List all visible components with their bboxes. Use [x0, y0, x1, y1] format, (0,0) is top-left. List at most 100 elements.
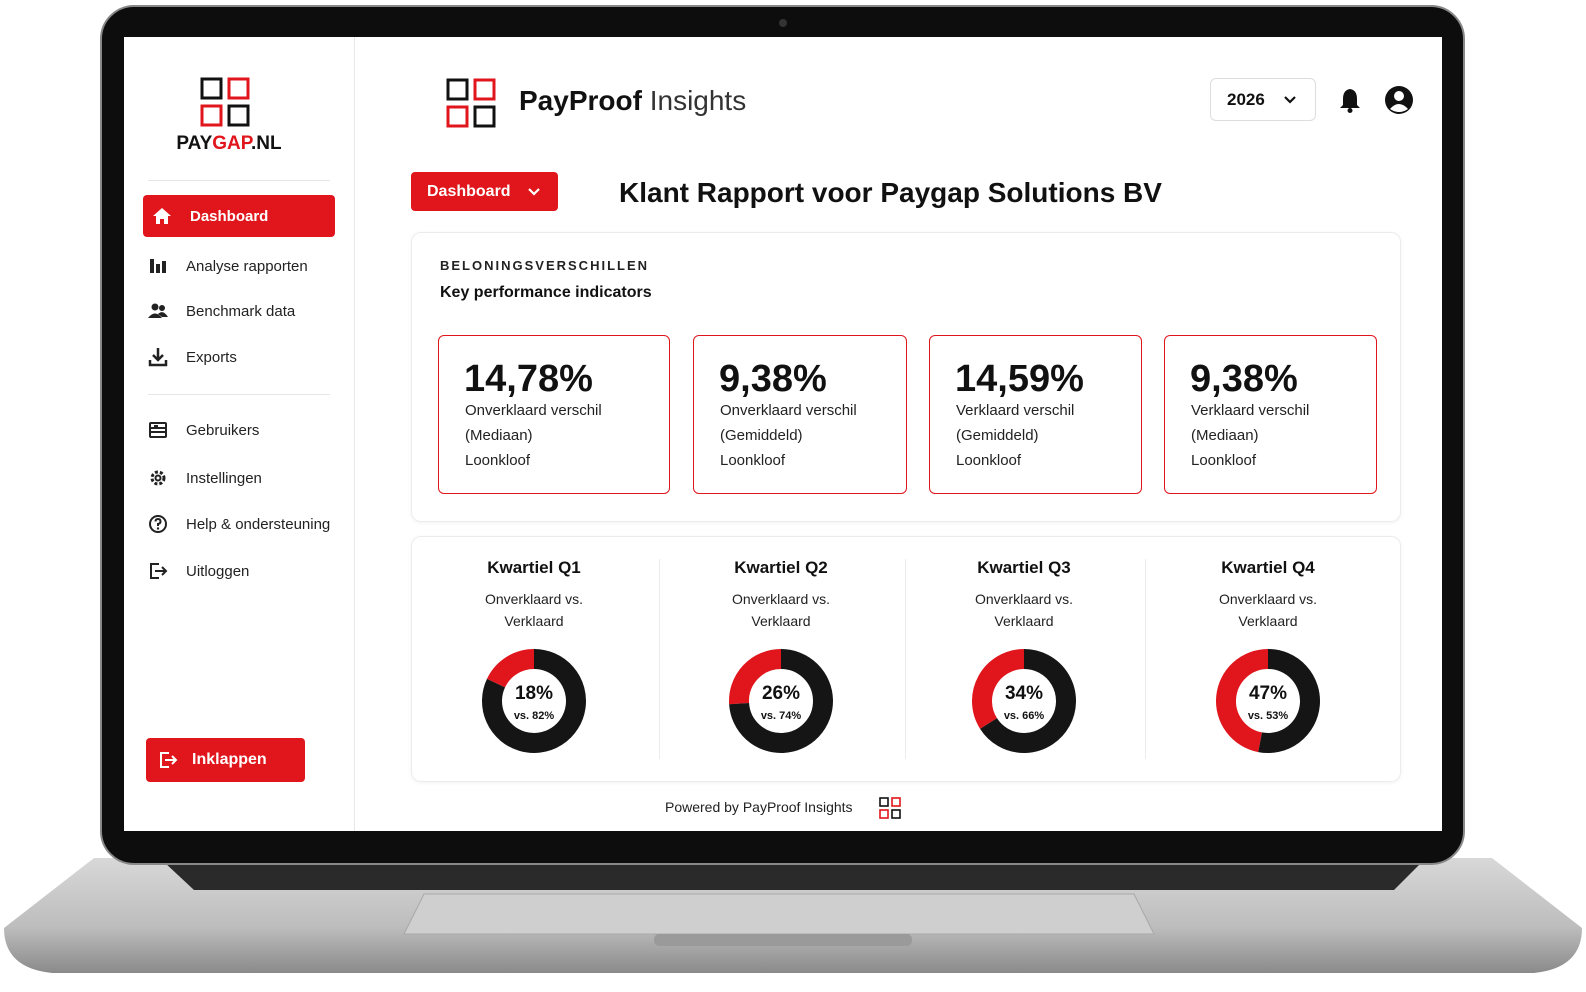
donut-compare: vs. 66% [1003, 710, 1045, 722]
footer-text: Powered by PayProof Insights [665, 799, 853, 815]
quartile-title: Kwartiel Q4 [1221, 558, 1315, 577]
column-divider [905, 559, 906, 759]
kpi-value: 14,59% [955, 358, 1084, 400]
nav-item[interactable]: Uitloggen [148, 553, 336, 589]
kpi-line: (Mediaan) [465, 427, 533, 444]
nav-label: Instellingen [186, 469, 262, 487]
donut [1216, 649, 1320, 753]
section-label: BELONINGSVERSCHILLEN [440, 258, 650, 273]
brand-icon [446, 78, 496, 128]
kpi-value: 14,78% [464, 358, 593, 400]
nav-item[interactable]: Help & ondersteuning [148, 506, 336, 542]
donut-segment-explained [482, 649, 586, 753]
kpi-line: Verklaard verschil [956, 402, 1075, 419]
collapse-button[interactable]: Inklappen [146, 738, 305, 782]
laptop-base [4, 858, 1582, 978]
nav-item[interactable]: Dashboard [143, 195, 335, 237]
quartile-subtitle: Onverklaard vs. [484, 591, 584, 607]
laptop-base-art [4, 858, 1582, 973]
donut-compare: vs. 53% [1247, 710, 1289, 722]
nav-item[interactable]: Benchmark data [148, 293, 336, 329]
donut [482, 649, 586, 753]
brand-name: PayProof [519, 85, 642, 116]
section-subtitle: Key performance indicators [440, 284, 652, 301]
view-selector-label: Dashboard [427, 182, 511, 200]
nav-label: Help & ondersteuning [186, 515, 331, 533]
nav-item[interactable]: Gebruikers [148, 412, 336, 448]
footer-icon [879, 797, 901, 819]
chevron [528, 187, 540, 196]
kpi-line: Onverklaard verschil [465, 402, 602, 419]
view-selector[interactable]: Dashboard [411, 172, 558, 211]
icon [148, 303, 168, 318]
nav-label: Dashboard [190, 207, 269, 225]
nav-label: Benchmark data [186, 302, 296, 320]
donut-compare: vs. 74% [760, 710, 802, 722]
icon [150, 259, 166, 273]
column-divider [659, 559, 660, 759]
page-title: Klant Rapport voor Paygap Solutions BV [619, 177, 1162, 208]
quartile-subtitle: Onverklaard vs. [974, 591, 1074, 607]
quartile-title: Kwartiel Q3 [977, 558, 1071, 577]
donut-value: 26% [761, 683, 801, 704]
quartile-subtitle: Verklaard [1238, 613, 1298, 629]
logo-icon [200, 77, 250, 127]
divider [148, 394, 330, 395]
kpi-line: (Gemiddeld) [956, 427, 1039, 444]
user-avatar[interactable] [1384, 85, 1414, 115]
donut-compare: vs. 82% [513, 710, 555, 722]
kpi-card: 14,78% Onverklaard verschil (Mediaan) Loonk… [438, 335, 670, 494]
icon [148, 348, 168, 367]
donut-segment-explained [980, 649, 1076, 753]
donut-segment-unexplained [1216, 649, 1269, 753]
webcam [779, 19, 787, 27]
kpi-line: Loonkloof [720, 452, 786, 469]
kpi-line: (Gemiddeld) [720, 427, 803, 444]
nav-label: Uitloggen [186, 562, 250, 580]
brand-suffix: Insights [649, 85, 747, 116]
year-select[interactable]: 2026 [1210, 78, 1316, 121]
icon [149, 422, 167, 438]
sidebar: PAYGAP.NL Dashboard Analyse rapporten Be… [124, 37, 355, 831]
icon [153, 208, 171, 224]
kpi-card: 9,38% Verklaard verschil (Mediaan) Loonkloo… [1164, 335, 1377, 494]
year-label: 2026 [1227, 89, 1265, 109]
quartile-subtitle: Verklaard [751, 613, 811, 629]
notifications[interactable] [1338, 87, 1362, 113]
nav-item[interactable]: Analyse rapporten [148, 248, 336, 284]
quartile-title: Kwartiel Q2 [734, 558, 828, 577]
kpi-value: 9,38% [719, 358, 827, 400]
quartile-panel: Kwartiel Q1 Onverklaard vs. Verklaard 18% vs… [411, 536, 1401, 782]
logo-tld: .NL [251, 133, 282, 154]
nav-label: Exports [186, 348, 237, 366]
kpi-card: 9,38% Onverklaard verschil (Gemiddeld) Loon… [693, 335, 907, 494]
quartile-subtitle: Verklaard [994, 613, 1054, 629]
kpi-panel: BELONINGSVERSCHILLEN Key performance ind… [411, 232, 1401, 522]
brand: PayProof Insights [519, 85, 746, 117]
icon [149, 515, 167, 533]
quartile-subtitle: Onverklaard vs. [731, 591, 831, 607]
donut-value: 18% [514, 683, 554, 704]
column-divider [1145, 559, 1146, 759]
nav-item[interactable]: Instellingen [148, 460, 336, 496]
icon [160, 752, 178, 768]
icon [150, 470, 166, 486]
collapse-label: Inklappen [192, 751, 267, 768]
kpi-line: Onverklaard verschil [720, 402, 857, 419]
kpi-line: Verklaard verschil [1191, 402, 1310, 419]
donut-segment-explained [1258, 649, 1320, 753]
nav-label: Analyse rapporten [186, 257, 308, 275]
quartile-subtitle: Onverklaard vs. [1218, 591, 1318, 607]
kpi-line: Loonkloof [1191, 452, 1257, 469]
nav-item[interactable]: Exports [148, 339, 336, 375]
chevron [1284, 95, 1296, 104]
screen: PAYGAP.NL Dashboard Analyse rapporten Be… [124, 37, 1442, 831]
kpi-value: 9,38% [1190, 358, 1298, 400]
kpi-card: 14,59% Verklaard verschil (Gemiddeld) Loonk… [929, 335, 1142, 494]
donut-segment-unexplained [972, 649, 1025, 729]
donut-value: 34% [1004, 683, 1044, 704]
logo-text: PAYGAP.NL [124, 133, 334, 155]
donut-value: 47% [1248, 683, 1288, 704]
